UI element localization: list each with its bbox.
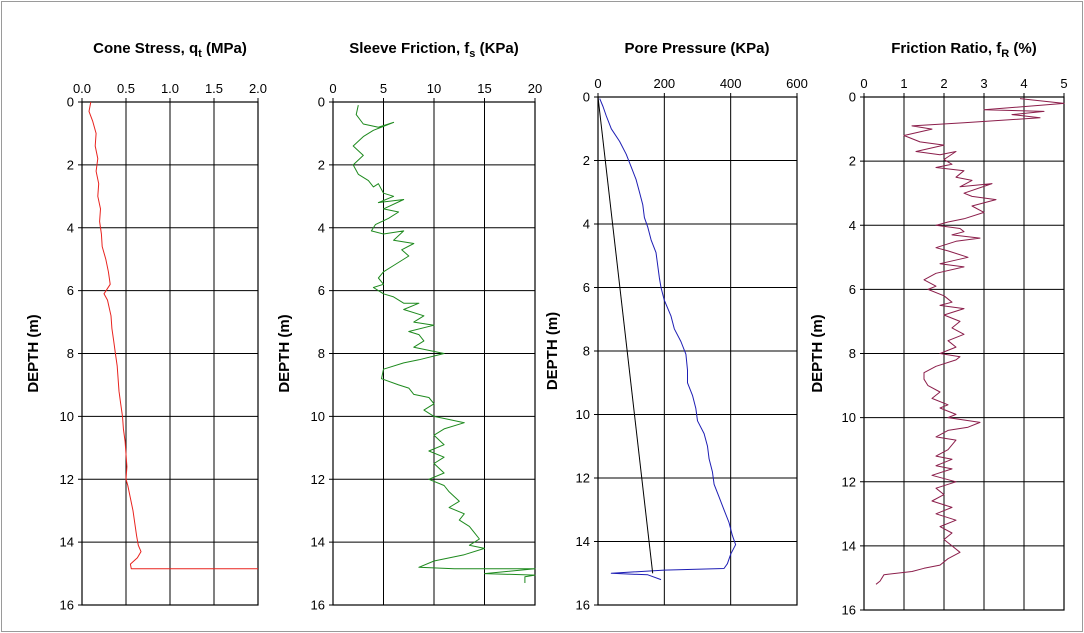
y-tick-label: 4 [318, 220, 325, 235]
x-tick-label: 2.0 [249, 81, 267, 96]
panel-title: Friction Ratio, fR (%) [891, 40, 1036, 60]
y-tick-label: 12 [60, 472, 74, 487]
y-tick-label: 16 [842, 603, 856, 618]
y-tick-label: 6 [318, 283, 325, 298]
x-tick-label: 0.5 [117, 81, 135, 96]
x-tick-label: 5 [380, 81, 387, 96]
y-tick-label: 0 [318, 95, 325, 110]
y-tick-label: 4 [583, 217, 590, 232]
x-tick-label: 0 [594, 76, 601, 91]
x-tick-label: 5 [1060, 76, 1067, 91]
y-tick-label: 16 [60, 598, 74, 613]
y-tick-label: 0 [849, 90, 856, 105]
x-tick-label: 10 [427, 81, 441, 96]
y-tick-label: 8 [849, 346, 856, 361]
y-axis-label: DEPTH (m) [276, 314, 293, 392]
y-tick-label: 10 [311, 409, 325, 424]
y-tick-label: 0 [583, 90, 590, 105]
x-tick-label: 1.5 [205, 81, 223, 96]
y-axis-label: DEPTH (m) [544, 312, 561, 390]
y-axis-label: DEPTH (m) [25, 314, 42, 392]
x-tick-label: 200 [653, 76, 675, 91]
y-tick-label: 10 [576, 407, 590, 422]
series-line-1 [352, 104, 536, 583]
y-tick-label: 8 [318, 346, 325, 361]
x-tick-label: 2 [940, 76, 947, 91]
x-tick-label: 1 [900, 76, 907, 91]
series-line-1 [88, 102, 258, 570]
x-tick-label: 0.0 [73, 81, 91, 96]
y-tick-label: 12 [311, 472, 325, 487]
panel-title: Cone Stress, qt (MPa) [93, 40, 247, 60]
y-tick-label: 2 [849, 154, 856, 169]
y-tick-label: 14 [60, 535, 74, 550]
x-tick-label: 1.0 [161, 81, 179, 96]
y-axis-label: DEPTH (m) [809, 314, 826, 392]
x-tick-label: 400 [720, 76, 742, 91]
x-tick-label: 600 [786, 76, 808, 91]
y-tick-label: 4 [67, 220, 74, 235]
y-tick-label: 16 [576, 598, 590, 613]
y-tick-label: 8 [583, 344, 590, 359]
y-tick-label: 2 [318, 157, 325, 172]
panel-title: Pore Pressure (KPa) [624, 40, 769, 57]
x-tick-label: 4 [1020, 76, 1027, 91]
y-tick-label: 2 [67, 157, 74, 172]
y-tick-label: 14 [842, 538, 856, 553]
y-tick-label: 2 [583, 153, 590, 168]
y-tick-label: 16 [311, 598, 325, 613]
y-tick-label: 10 [60, 409, 74, 424]
x-tick-label: 0 [329, 81, 336, 96]
y-tick-label: 6 [849, 282, 856, 297]
series-line-2 [598, 97, 654, 574]
x-tick-label: 20 [528, 81, 542, 96]
x-tick-label: 15 [477, 81, 491, 96]
y-tick-label: 6 [67, 283, 74, 298]
series-line-1 [875, 98, 1065, 585]
series-line-1 [599, 98, 737, 581]
panel-title: Sleeve Friction, fs (KPa) [349, 40, 519, 60]
y-tick-label: 14 [576, 534, 590, 549]
y-tick-label: 0 [67, 95, 74, 110]
y-tick-label: 12 [576, 471, 590, 486]
y-tick-label: 8 [67, 346, 74, 361]
x-tick-label: 0 [860, 76, 867, 91]
x-tick-label: 3 [980, 76, 987, 91]
y-tick-label: 14 [311, 535, 325, 550]
y-tick-label: 4 [849, 218, 856, 233]
y-tick-label: 12 [842, 474, 856, 489]
y-tick-label: 6 [583, 280, 590, 295]
y-tick-label: 10 [842, 410, 856, 425]
